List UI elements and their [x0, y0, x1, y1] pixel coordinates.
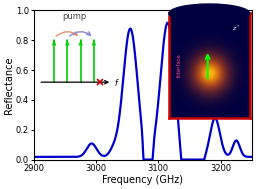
- Y-axis label: Reflectance: Reflectance: [4, 56, 14, 114]
- X-axis label: Frequency (GHz): Frequency (GHz): [102, 175, 183, 185]
